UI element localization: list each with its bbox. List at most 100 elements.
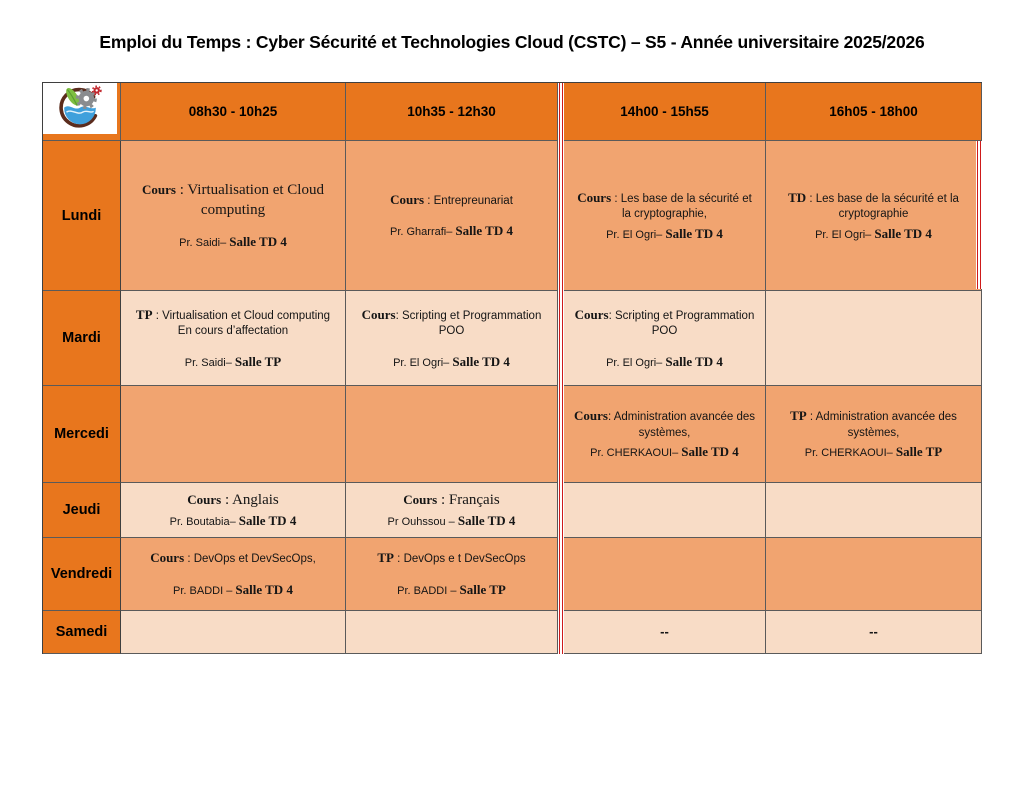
course-title-line: TP : Virtualisation et Cloud computing: [136, 306, 330, 325]
course-type: Cours: [574, 408, 608, 424]
course-separator: :: [806, 411, 816, 424]
time-header-3: 14h00 - 15h55: [564, 83, 766, 141]
course-separator: :: [611, 192, 621, 205]
course-room: Salle TP: [459, 581, 506, 597]
day-cell: Samedi: [43, 611, 121, 654]
course-cell: --: [564, 611, 766, 654]
course-prof-line: Pr. Boutabia– Salle TD 4: [170, 512, 297, 530]
course-cell: Cours : Français Pr Ouhssou – Salle TD 4: [346, 483, 558, 538]
arc-shape: [59, 87, 98, 128]
course-title: Entrepreunariat: [433, 194, 513, 207]
course-title: Administration avancée des systèmes,: [815, 411, 957, 439]
course-cell: [766, 538, 982, 611]
monday-row-right-red-line: [976, 141, 982, 289]
course-title-line: Cours: Scripting et Programmation POO: [354, 306, 549, 340]
course-prof-line: Pr. CHERKAOUI– Salle TP: [805, 443, 942, 461]
course-professor: Pr. BADDI –: [397, 584, 460, 597]
course-cell: TD : Les base de la sécurité et la crypt…: [766, 141, 982, 291]
course-cell: Cours : Virtualisation et Cloud computin…: [121, 141, 346, 291]
course-cell: [766, 483, 982, 538]
course-separator: :: [395, 309, 402, 322]
course-professor: Pr. Gharrafi–: [390, 226, 456, 239]
course-title: Administration avancée des systèmes,: [613, 411, 755, 439]
school-logo: [43, 83, 117, 134]
time-header-4: 16h05 - 18h00: [766, 83, 982, 141]
course-title-line: Cours: Administration avancée des systèm…: [572, 407, 757, 441]
lunch-break-divider: [558, 141, 564, 291]
time-header-1: 08h30 - 10h25: [121, 83, 346, 141]
lunch-break-divider: [558, 291, 564, 386]
course-cell: Cours : Les base de la sécurité et la cr…: [564, 141, 766, 291]
course-title: Les base de la sécurité et la cryptograp…: [815, 192, 959, 221]
day-cell: Vendredi: [43, 538, 121, 611]
lunch-break-divider: [558, 83, 564, 141]
course-type: TP: [135, 306, 153, 322]
course-title: Virtualisation et Cloud computing: [162, 309, 331, 322]
page-title: Emploi du Temps : Cyber Sécurité et Tech…: [99, 32, 925, 52]
course-separator: :: [437, 491, 449, 508]
course-professor: Pr. El Ogri–: [815, 228, 875, 241]
course-professor: Pr. Saidi–: [179, 237, 230, 250]
course-room: Salle TD 4: [681, 444, 739, 460]
gear-icon: [75, 87, 97, 110]
lunch-break-divider: [558, 483, 564, 538]
course-professor: Pr Ouhssou –: [387, 516, 458, 529]
course-prof-line: Pr. CHERKAOUI– Salle TD 4: [590, 443, 739, 461]
course-type: TP: [790, 408, 807, 424]
course-cell: Cours: Scripting et Programmation POO Pr.…: [346, 291, 558, 386]
course-note: En cours d’affectation: [177, 325, 289, 338]
course-title: Les base de la sécurité et la cryptograp…: [620, 192, 752, 221]
course-prof-line: Pr Ouhssou – Salle TD 4: [388, 512, 516, 530]
lunch-break-divider: [558, 386, 564, 483]
course-type: Cours: [577, 189, 612, 205]
course-separator: :: [175, 181, 188, 198]
course-cell: [121, 386, 346, 483]
course-professor: Pr. El Ogri–: [606, 228, 666, 241]
course-cell: Cours: Scripting et Programmation POO Pr.…: [564, 291, 766, 386]
course-separator: :: [393, 553, 404, 566]
course-title-line: Cours : Virtualisation et Cloud computin…: [129, 180, 337, 221]
course-cell: [766, 291, 982, 386]
course-title-line: Cours : DevOps et DevSecOps,: [150, 549, 316, 568]
course-separator: :: [184, 553, 194, 566]
course-title: Français: [448, 491, 500, 508]
empty-slot-dashes: --: [660, 624, 669, 640]
lunch-break-divider: [558, 611, 564, 654]
course-cell: TP : DevOps e t DevSecOps Pr. BADDI – Sal…: [346, 538, 558, 611]
course-professor: Pr. CHERKAOUI–: [590, 447, 682, 460]
wave-line: [66, 110, 95, 114]
leaf-stem: [66, 89, 78, 107]
course-type: Cours: [403, 491, 438, 507]
course-cell: Cours : Anglais Pr. Boutabia– Salle TD 4: [121, 483, 346, 538]
course-cell: [564, 538, 766, 611]
course-professor: Pr. El Ogri–: [606, 356, 666, 369]
course-type: Cours: [150, 550, 185, 566]
course-title: Scripting et Programmation POO: [402, 309, 542, 338]
course-cell: [346, 611, 558, 654]
course-title: DevOps et DevSecOps,: [193, 553, 316, 566]
course-room: Salle TD 4: [455, 223, 513, 239]
small-red-gear-icon: [91, 85, 102, 96]
course-cell: TP : Virtualisation et Cloud computing En…: [121, 291, 346, 386]
course-title-line: TD : Les base de la sécurité et la crypt…: [774, 189, 973, 223]
course-room: Salle TD 4: [665, 353, 723, 369]
course-title: Scripting et Programmation POO: [615, 309, 755, 338]
course-prof-line: Pr. Saidi– Salle TP: [185, 353, 282, 371]
course-professor: Pr. BADDI –: [173, 584, 236, 597]
course-cell: Cours: Administration avancée des systèm…: [564, 386, 766, 483]
timetable: 08h30 - 10h25 10h35 - 12h30 14h00 - 15h5…: [42, 82, 982, 654]
logo-cell: [43, 83, 121, 141]
course-room: Salle TD 4: [235, 581, 293, 597]
course-separator: :: [221, 491, 233, 508]
course-prof-line: Pr. El Ogri– Salle TD 4: [815, 225, 932, 243]
course-title: Virtualisation et Cloud computing: [187, 181, 324, 219]
course-room: Salle TD 4: [874, 225, 932, 241]
course-separator: :: [152, 309, 163, 322]
course-room: Salle TD 4: [452, 353, 510, 369]
course-cell: TP : Administration avancée des systèmes…: [766, 386, 982, 483]
course-room: Salle TD 4: [238, 513, 297, 529]
course-prof-line: Pr. BADDI – Salle TD 4: [173, 581, 293, 599]
course-room: Salle TP: [895, 444, 943, 460]
course-title-line: Cours: Scripting et Programmation POO: [572, 306, 757, 340]
course-prof-line: Pr. Saidi– Salle TD 4: [179, 233, 287, 251]
